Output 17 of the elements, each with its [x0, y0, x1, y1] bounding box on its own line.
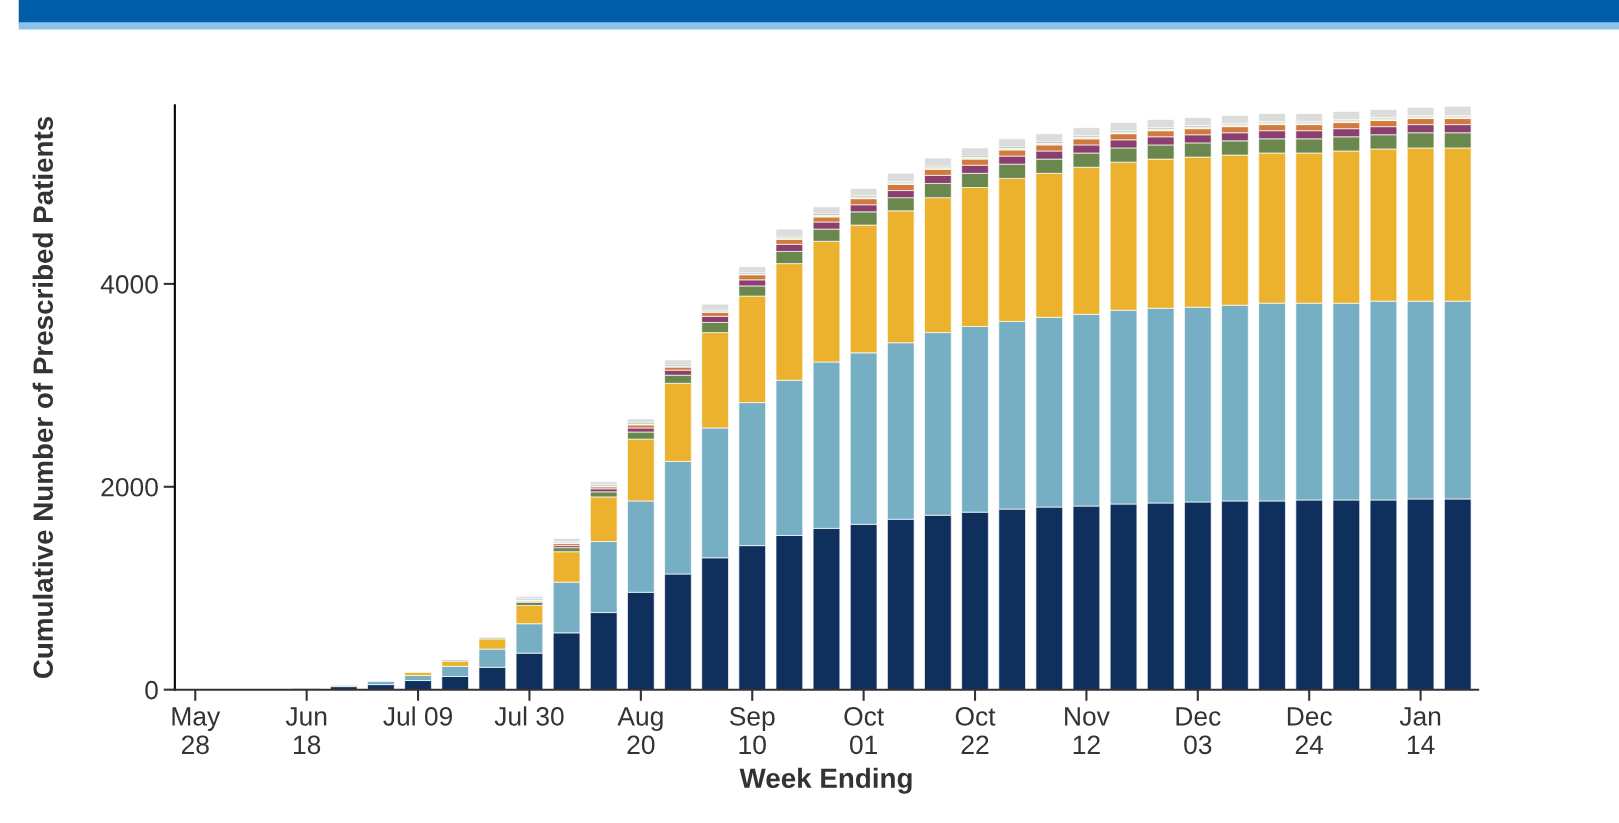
x-tick-label: Jan 14	[1399, 707, 1441, 754]
x-tick-label: Oct 01	[844, 707, 884, 755]
y-tick-label: 0	[145, 680, 158, 700]
y-tick-label: 2000	[101, 477, 158, 497]
x-tick-label: Dec 24	[1287, 707, 1332, 754]
x-axis-title: Week Ending	[739, 767, 912, 794]
x-tick-label: Nov 12	[1065, 707, 1110, 754]
y-tick-label: 4000	[100, 275, 158, 294]
y-axis-title: Cumulative Number of Prescribed Patients	[32, 116, 54, 679]
x-tick-label: May 28	[172, 707, 221, 755]
x-tick-label: Jul 09	[383, 706, 453, 726]
x-tick-label: Jul 30	[494, 706, 564, 726]
x-tick-label: Aug 20	[617, 707, 663, 755]
x-tick-label: Sep 10	[729, 707, 775, 755]
x-tick-label: Dec 03	[1176, 707, 1221, 755]
x-tick-label: Oct 22	[955, 707, 996, 754]
x-tick-label: Jun 18	[285, 707, 327, 755]
